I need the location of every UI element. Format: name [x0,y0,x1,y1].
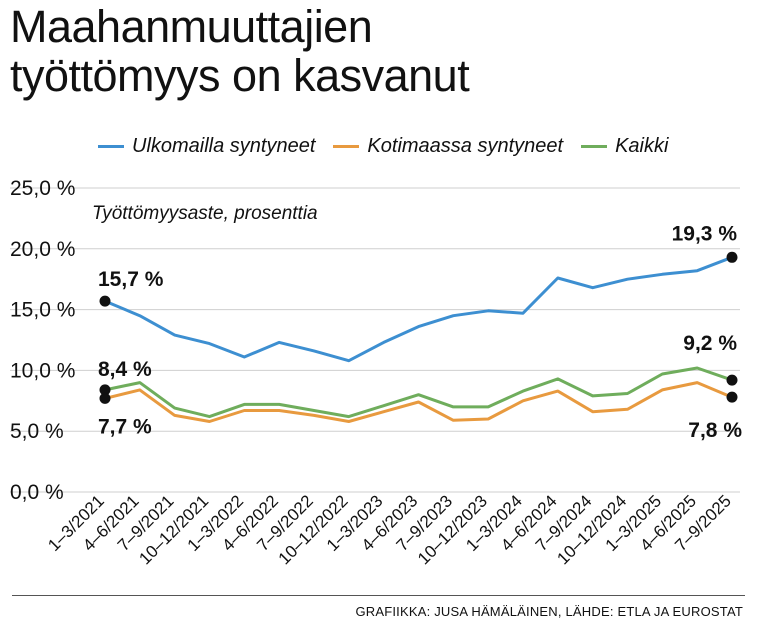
annotation-marker [726,374,738,386]
series-lines [103,255,734,423]
annotation-label: 7,7 % [98,415,152,438]
annotation-label: 8,4 % [98,358,152,381]
gridlines [10,187,740,493]
line-chart: 0,0 % 5,0 % 10,0 % 15,0 % 20,0 % 25,0 % 1–3/2… [10,177,742,568]
annotation-marker [99,384,111,396]
annotation-marker [99,392,111,404]
y-tick-label: 10,0 % [10,359,75,382]
footer-divider [12,595,745,596]
annotation-marker [99,295,111,307]
legend-label-kotimaassa: Kotimaassa syntyneet [367,134,564,157]
legend-item-ulkomailla: Ulkomailla syntyneet [98,135,315,158]
annotation-label: 19,3 % [672,222,738,245]
title-line-2: työttömyys on kasvanut [10,50,470,101]
chart-title: Maahanmuuttajien työttömyys on kasvanut [10,2,750,100]
y-tick-label: 20,0 % [10,238,75,261]
title-line-1: Maahanmuuttajien [10,1,373,52]
annotation-label: 15,7 % [98,268,164,291]
legend-item-kotimaassa: Kotimaassa syntyneet [333,135,563,158]
y-tick-label: 15,0 % [10,299,75,322]
series-line-ulkomailla [103,255,734,363]
legend-item-kaikki: Kaikki [581,135,668,158]
series-line-kaikki [103,366,734,419]
chart-legend: Ulkomailla syntyneet Kotimaassa syntynee… [98,133,686,159]
annotation-marker [726,391,738,403]
y-tick-label: 5,0 % [10,420,64,443]
source-credit: GRAFIIKKA: JUSA HÄMÄLÄINEN, LÄHDE: ETLA … [355,604,743,619]
y-axis-ticks: 0,0 % 5,0 % 10,0 % 15,0 % 20,0 % 25,0 % [10,177,75,504]
annotation-label: 9,2 % [683,332,737,355]
y-tick-label: 25,0 % [10,177,75,200]
annotation-marker [726,251,738,263]
annotations: 15,7 % 8,4 % 7,7 % 19,3 % 9,2 % 7,8 % [98,222,742,442]
series-line-kotimaassa [103,381,734,423]
legend-swatch-green [581,144,608,148]
y-tick-label: 0,0 % [10,481,64,504]
annotation-label: 7,8 % [688,419,742,442]
x-axis-ticks: 1–3/20214–6/20217–9/202110–12/20211–3/20… [44,491,735,568]
legend-swatch-orange [333,144,360,148]
legend-label-ulkomailla: Ulkomailla syntyneet [132,134,316,157]
legend-swatch-blue [98,144,124,148]
y-axis-label: Työttömyysaste, prosenttia [92,203,318,224]
legend-label-kaikki: Kaikki [615,134,669,157]
